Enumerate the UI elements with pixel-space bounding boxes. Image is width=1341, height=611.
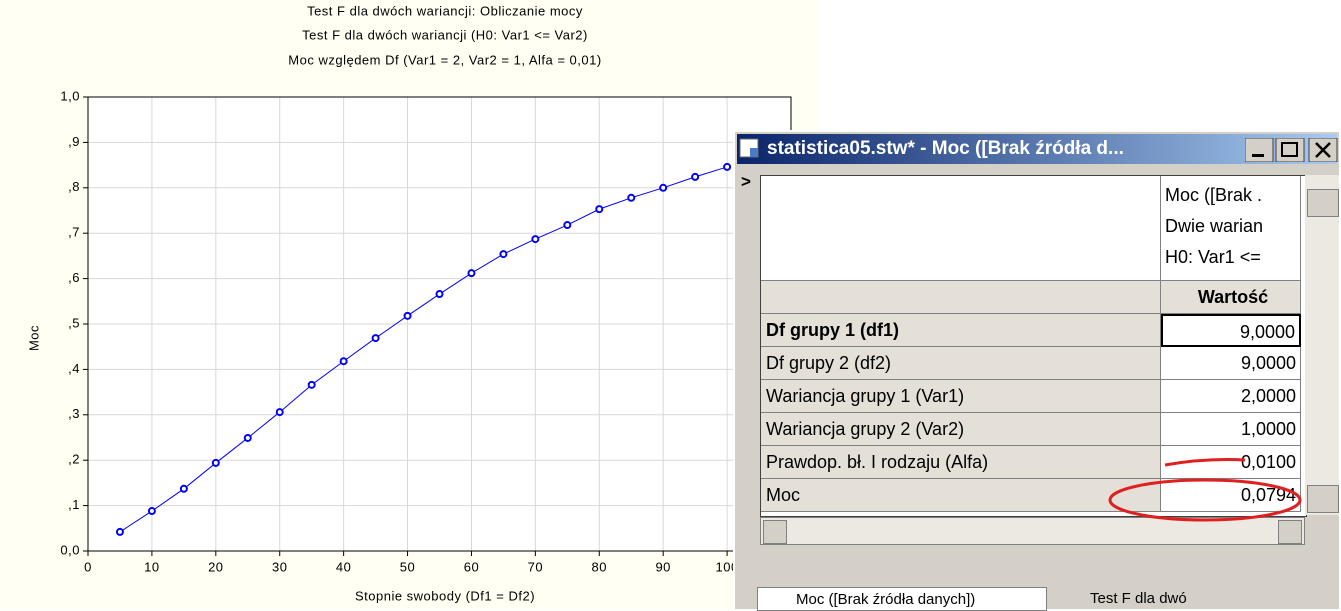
scroll-left[interactable] — [763, 520, 787, 544]
row-label: Wariancja grupy 1 (Var1) — [761, 380, 1161, 413]
x-tick-label: 60 — [464, 559, 479, 574]
data-point — [563, 221, 572, 230]
data-point — [659, 183, 668, 192]
data-grid: Moc ([Brak . Dwie warian H0: Var1 <= Wartoś… — [760, 175, 1307, 517]
x-tick-label: 20 — [208, 559, 223, 574]
y-axis-label: Moc — [26, 325, 41, 351]
data-point — [243, 433, 252, 442]
horizontal-scrollbar[interactable] — [760, 517, 1305, 545]
data-point — [691, 172, 700, 181]
y-tick-label: ,1 — [68, 497, 80, 512]
chart-subtitle: Moc względem Df (Var1 = 2, Var2 = 1, Alf… — [288, 52, 601, 67]
corner-cell — [761, 176, 1161, 281]
x-tick-label: 100 — [715, 559, 738, 574]
column-header-line: H0: Var1 <= — [1165, 247, 1261, 267]
tab-label: Test F dla dwó — [1090, 590, 1187, 607]
y-tick-label: ,9 — [68, 134, 80, 149]
data-point — [499, 250, 508, 259]
vertical-scrollbar[interactable] — [1305, 175, 1339, 515]
corner-cell — [761, 281, 1161, 314]
row-label: Df grupy 1 (df1) — [761, 314, 1161, 347]
window-icon — [739, 138, 759, 158]
y-tick-label: ,4 — [68, 361, 80, 376]
column-header-line: Dwie warian — [1165, 216, 1264, 236]
x-tick-label: 50 — [400, 559, 415, 574]
y-tick-label: ,8 — [68, 179, 80, 194]
data-point — [371, 334, 380, 343]
title-bar: statistica05.stw* - Moc ([Brak źródła d.… — [737, 134, 1337, 164]
data-point — [435, 290, 444, 299]
y-tick-label: ,3 — [68, 406, 80, 421]
data-point — [179, 484, 188, 493]
row-label: Df grupy 2 (df2) — [761, 347, 1161, 380]
tab[interactable]: Test F dla dwó — [1050, 587, 1250, 611]
x-tick-label: 30 — [272, 559, 287, 574]
data-point — [147, 507, 156, 516]
row-label: Wariancja grupy 2 (Var2) — [761, 413, 1161, 446]
data-point — [307, 380, 316, 389]
tab-label: Moc ([Brak źródła danych]) — [796, 591, 976, 608]
column-header: Moc ([Brak . Dwie warian H0: Var1 <= — [1161, 176, 1301, 281]
y-tick-label: ,7 — [68, 225, 80, 240]
data-point — [467, 269, 476, 278]
value-cell[interactable]: 1,0000 — [1161, 413, 1301, 446]
value-cell[interactable]: 2,0000 — [1161, 380, 1301, 413]
data-point — [339, 357, 348, 366]
gutter-marker: > — [741, 172, 751, 191]
data-point — [531, 235, 540, 244]
value-cell[interactable]: 9,0000 — [1161, 314, 1301, 347]
data-point — [275, 408, 284, 417]
chart-title: Test F dla dwóch wariancji: Obliczanie m… — [307, 3, 583, 18]
value-cell[interactable]: 0,0794 — [1161, 479, 1301, 512]
x-axis-label: Stopnie swobody (Df1 = Df2) — [355, 588, 535, 603]
scroll-right[interactable] — [1278, 520, 1302, 544]
scroll-up[interactable] — [1307, 189, 1339, 217]
column-name: Wartość — [1161, 281, 1301, 314]
value-cell[interactable]: 9,0000 — [1161, 347, 1301, 380]
x-tick-label: 80 — [592, 559, 607, 574]
row-label: Prawdop. bł. I rodzaju (Alfa) — [761, 446, 1161, 479]
data-point — [403, 311, 412, 320]
data-point — [211, 458, 220, 467]
column-header-line: Moc ([Brak . — [1165, 185, 1263, 205]
x-tick-label: 70 — [528, 559, 543, 574]
y-tick-label: ,6 — [68, 270, 80, 285]
value-cell[interactable]: 0,0100 — [1161, 446, 1301, 479]
y-tick-label: ,2 — [68, 452, 80, 467]
x-tick-label: 10 — [144, 559, 159, 574]
y-tick-label: 1,0 — [60, 88, 80, 103]
data-point — [595, 205, 604, 214]
x-tick-label: 40 — [336, 559, 351, 574]
y-tick-label: ,5 — [68, 315, 80, 330]
spreadsheet-window[interactable]: statistica05.stw* - Moc ([Brak źródła d.… — [733, 130, 1341, 611]
row-label: Moc — [761, 479, 1161, 512]
tab[interactable]: Moc ([Brak źródła danych]) — [757, 587, 1047, 611]
scroll-down[interactable] — [1307, 485, 1339, 513]
x-tick-label: 90 — [655, 559, 670, 574]
series-line — [119, 166, 728, 533]
chart-subtitle: Test F dla dwóch wariancji (H0: Var1 <= … — [302, 27, 588, 42]
data-point — [723, 162, 732, 171]
window-buttons[interactable] — [1245, 138, 1341, 162]
x-tick-label: 0 — [84, 559, 92, 574]
window-title: statistica05.stw* - Moc ([Brak źródła d.… — [767, 138, 1124, 159]
data-point — [115, 527, 124, 536]
y-tick-label: 0,0 — [60, 542, 80, 557]
data-point — [627, 193, 636, 202]
